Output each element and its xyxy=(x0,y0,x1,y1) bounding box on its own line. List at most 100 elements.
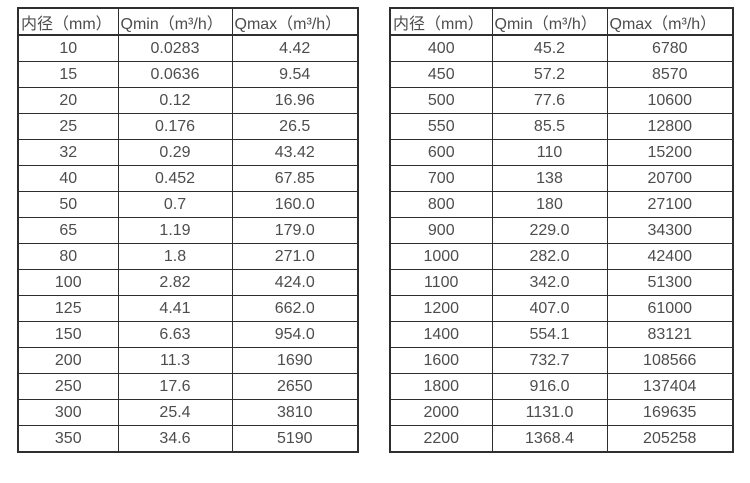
table-row: 32 0.29 43.42 xyxy=(17,139,359,166)
table-row: 1600 732.7 108566 xyxy=(389,347,734,374)
table-body: 400 45.2 6780 450 57.2 8570 500 77.6 10600 550 85.… xyxy=(389,34,734,453)
table-cell: 300 xyxy=(17,399,119,426)
table-cell: 600 xyxy=(389,139,493,166)
table-cell: 9.54 xyxy=(231,61,359,88)
table-cell: 17.6 xyxy=(117,373,233,400)
table-row: 1100 342.0 51300 xyxy=(389,269,734,296)
table-cell: 45.2 xyxy=(491,34,608,62)
table-row: 200 11.3 1690 xyxy=(17,347,359,374)
table-cell: 80 xyxy=(17,243,119,270)
table-row: 500 77.6 10600 xyxy=(389,87,734,114)
table-cell: 160.0 xyxy=(231,191,359,218)
table-cell: 3810 xyxy=(231,399,359,426)
table-cell: 916.0 xyxy=(491,373,608,400)
table-cell: 0.452 xyxy=(117,165,233,192)
table-row: 250 17.6 2650 xyxy=(17,373,359,400)
header-row: 内径（mm） Qmin（m³/h） Qmax（m³/h） xyxy=(17,7,359,36)
table-cell: 342.0 xyxy=(491,269,608,296)
table-row: 1800 916.0 137404 xyxy=(389,373,734,400)
table-cell: 6780 xyxy=(606,34,734,62)
table-cell: 40 xyxy=(17,165,119,192)
table-row: 2000 1131.0 169635 xyxy=(389,399,734,426)
table-cell: 407.0 xyxy=(491,295,608,322)
table-cell: 57.2 xyxy=(491,61,608,88)
table-cell: 25.4 xyxy=(117,399,233,426)
table-cell: 732.7 xyxy=(491,347,608,374)
table-cell: 110 xyxy=(491,139,608,166)
table-cell: 32 xyxy=(17,139,119,166)
table-cell: 0.7 xyxy=(117,191,233,218)
table-cell: 83121 xyxy=(606,321,734,348)
table-row: 65 1.19 179.0 xyxy=(17,217,359,244)
table-row: 40 0.452 67.85 xyxy=(17,165,359,192)
table-cell: 77.6 xyxy=(491,87,608,114)
table-cell: 4.42 xyxy=(231,34,359,62)
col-header-diameter: 内径（mm） xyxy=(17,7,119,36)
table-cell: 43.42 xyxy=(231,139,359,166)
table-cell: 250 xyxy=(17,373,119,400)
table-cell: 1.8 xyxy=(117,243,233,270)
table-cell: 27100 xyxy=(606,191,734,218)
col-header-qmin: Qmin（m³/h） xyxy=(491,7,608,36)
col-header-qmax: Qmax（m³/h） xyxy=(231,7,359,36)
table-cell: 1200 xyxy=(389,295,493,322)
table-cell: 25 xyxy=(17,113,119,140)
table-row: 1000 282.0 42400 xyxy=(389,243,734,270)
table-cell: 51300 xyxy=(606,269,734,296)
table-cell: 15 xyxy=(17,61,119,88)
flow-table-small-diameters: 内径（mm） Qmin（m³/h） Qmax（m³/h） 10 0.0283 4.4… xyxy=(17,7,359,453)
table-cell: 0.0283 xyxy=(117,34,233,62)
table-cell: 8570 xyxy=(606,61,734,88)
table-cell: 179.0 xyxy=(231,217,359,244)
table-cell: 2650 xyxy=(231,373,359,400)
table-row: 125 4.41 662.0 xyxy=(17,295,359,322)
table-cell: 800 xyxy=(389,191,493,218)
table-cell: 2200 xyxy=(389,425,493,453)
table-cell: 1100 xyxy=(389,269,493,296)
table-cell: 10 xyxy=(17,34,119,62)
table-cell: 229.0 xyxy=(491,217,608,244)
table-cell: 16.96 xyxy=(231,87,359,114)
table-row: 1200 407.0 61000 xyxy=(389,295,734,322)
table-cell: 6.63 xyxy=(117,321,233,348)
table-row: 400 45.2 6780 xyxy=(389,34,734,62)
table-cell: 271.0 xyxy=(231,243,359,270)
table-cell: 15200 xyxy=(606,139,734,166)
table-cell: 12800 xyxy=(606,113,734,140)
table-row: 450 57.2 8570 xyxy=(389,61,734,88)
table-row: 150 6.63 954.0 xyxy=(17,321,359,348)
table-cell: 65 xyxy=(17,217,119,244)
table-cell: 5190 xyxy=(231,425,359,453)
col-header-qmax: Qmax（m³/h） xyxy=(606,7,734,36)
table-cell: 10600 xyxy=(606,87,734,114)
table-cell: 2.82 xyxy=(117,269,233,296)
table-cell: 34300 xyxy=(606,217,734,244)
table-cell: 42400 xyxy=(606,243,734,270)
table-cell: 1690 xyxy=(231,347,359,374)
table-row: 15 0.0636 9.54 xyxy=(17,61,359,88)
table-row: 900 229.0 34300 xyxy=(389,217,734,244)
table-cell: 180 xyxy=(491,191,608,218)
table-cell: 169635 xyxy=(606,399,734,426)
table-cell: 0.176 xyxy=(117,113,233,140)
table-cell: 20 xyxy=(17,87,119,114)
table-cell: 0.12 xyxy=(117,87,233,114)
table-cell: 700 xyxy=(389,165,493,192)
table-row: 1400 554.1 83121 xyxy=(389,321,734,348)
table-cell: 108566 xyxy=(606,347,734,374)
flow-table-large-diameters: 内径（mm） Qmin（m³/h） Qmax（m³/h） 400 45.2 6780… xyxy=(389,7,734,453)
table-cell: 61000 xyxy=(606,295,734,322)
table-cell: 282.0 xyxy=(491,243,608,270)
table-header: 内径（mm） Qmin（m³/h） Qmax（m³/h） xyxy=(389,7,734,36)
table-row: 550 85.5 12800 xyxy=(389,113,734,140)
table-body: 10 0.0283 4.42 15 0.0636 9.54 20 0.12 16.96 25 0.1… xyxy=(17,34,359,453)
table-cell: 20700 xyxy=(606,165,734,192)
table-cell: 2000 xyxy=(389,399,493,426)
table-cell: 1000 xyxy=(389,243,493,270)
table-cell: 11.3 xyxy=(117,347,233,374)
table-header: 内径（mm） Qmin（m³/h） Qmax（m³/h） xyxy=(17,7,359,36)
table-cell: 1.19 xyxy=(117,217,233,244)
table-row: 20 0.12 16.96 xyxy=(17,87,359,114)
table-cell: 1400 xyxy=(389,321,493,348)
table-cell: 0.0636 xyxy=(117,61,233,88)
